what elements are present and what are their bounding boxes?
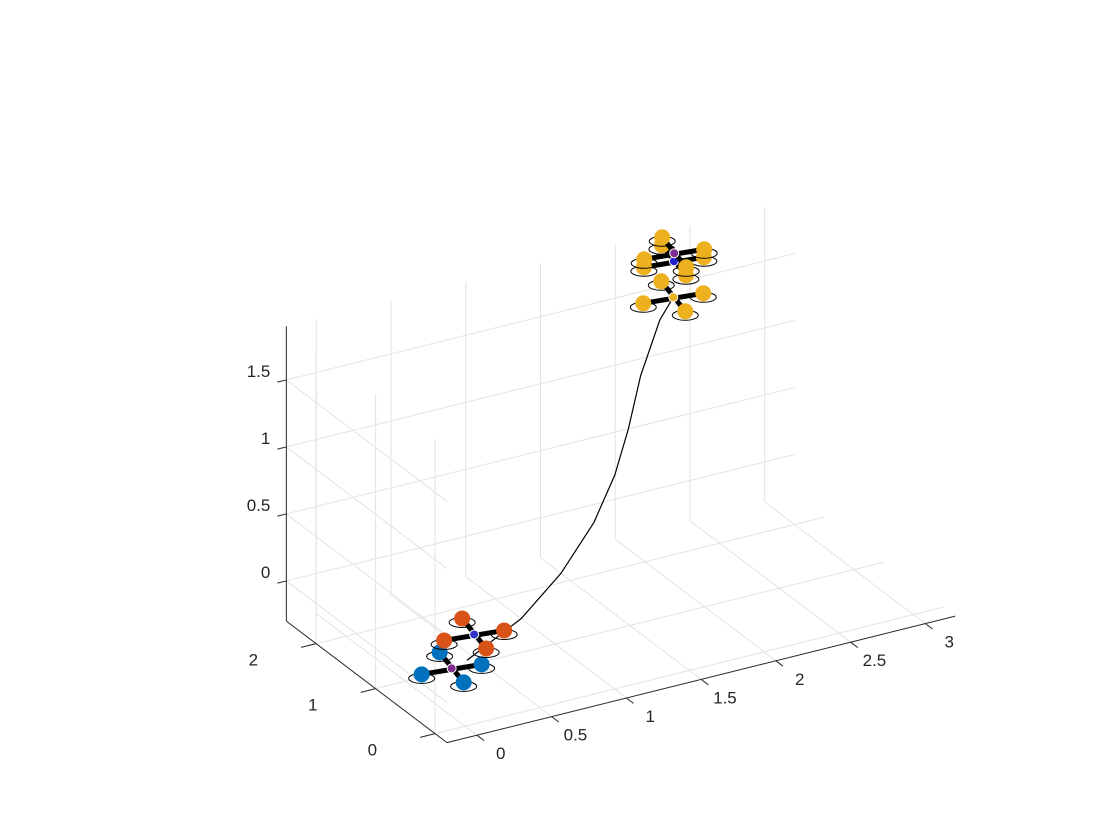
x-tick-mark xyxy=(925,623,933,630)
back-wall-grid-line-z xyxy=(286,386,795,515)
z-tick-label: 1.5 xyxy=(247,362,271,381)
quadrotor-hub xyxy=(469,629,480,640)
x-tick-label: 1.5 xyxy=(713,688,737,707)
z-tick-mark xyxy=(277,446,287,450)
y-axis-line xyxy=(286,620,448,744)
side-wall-grid-line-z xyxy=(286,580,448,703)
floor-grid-line-x xyxy=(390,594,552,717)
side-wall-grid-line-z xyxy=(286,446,448,569)
back-wall-grid-line-z xyxy=(286,252,795,381)
rotor xyxy=(496,622,513,639)
rotor xyxy=(454,610,471,627)
x-tick-label: 3 xyxy=(944,633,953,652)
z-tick-label: 0.5 xyxy=(247,496,271,515)
floor-grid-line-x xyxy=(764,501,926,624)
back-wall-grid-line-z xyxy=(286,319,795,448)
z-tick-mark xyxy=(277,379,287,383)
quadrotor-marker xyxy=(408,644,496,692)
rotor xyxy=(413,666,430,683)
grid-lines xyxy=(286,207,944,736)
floor-grid-line-x xyxy=(315,613,478,736)
rotor xyxy=(636,251,653,268)
side-wall-grid-line-z xyxy=(286,513,448,636)
rotor xyxy=(473,656,490,673)
floor-grid-line-y xyxy=(315,516,825,645)
rotor xyxy=(654,229,671,246)
rotor xyxy=(455,674,472,691)
x-tick-mark xyxy=(551,716,560,723)
quadrotor-hub xyxy=(668,292,679,303)
quadrotor-marker xyxy=(629,273,717,321)
y-tick-label: 2 xyxy=(249,650,258,669)
axes xyxy=(277,326,956,744)
x-tick-mark xyxy=(476,734,485,741)
y-tick-mark xyxy=(360,688,376,693)
floor-grid-line-x xyxy=(614,538,777,662)
rotor xyxy=(677,303,694,320)
rotor xyxy=(696,241,713,258)
floor-grid-line-y xyxy=(434,606,944,735)
x-tick-mark xyxy=(775,660,784,667)
z-tick-mark xyxy=(277,580,287,584)
z-tick-mark xyxy=(277,513,287,517)
x-tick-label: 0.5 xyxy=(564,726,588,745)
trajectory-series xyxy=(466,296,674,661)
back-wall-grid-line-z xyxy=(286,453,795,582)
rotor xyxy=(635,295,652,312)
x-tick-mark xyxy=(850,641,859,648)
z-tick-label: 0 xyxy=(261,563,270,582)
side-wall-grid-line-z xyxy=(286,379,448,502)
floor-grid-line-x xyxy=(689,520,851,643)
y-tick-mark xyxy=(420,733,436,738)
x-tick-label: 2 xyxy=(795,670,804,689)
rotor xyxy=(678,259,695,276)
floor-grid-line-x xyxy=(540,557,702,680)
x-tick-mark xyxy=(700,679,709,686)
tick-labels: 0 0.5 1 1.5 2 2.5 3 0 1 2 0 0.5 1 1.5 xyxy=(247,362,954,763)
rotor xyxy=(653,273,670,290)
quadrotor-marker xyxy=(630,229,718,277)
rotor xyxy=(478,640,495,657)
x-tick-mark xyxy=(626,697,634,704)
quadrotor-markers xyxy=(408,229,718,692)
y-tick-label: 1 xyxy=(308,695,317,714)
rotor xyxy=(436,632,453,649)
rotor xyxy=(695,285,712,302)
x-tick-label: 0 xyxy=(496,744,505,763)
y-tick-label: 0 xyxy=(368,740,377,759)
floor-grid-line-x xyxy=(465,576,627,699)
x-tick-label: 1 xyxy=(645,707,654,726)
quadrotor-hub xyxy=(669,248,680,259)
x-tick-label: 2.5 xyxy=(863,651,887,670)
trajectory-line xyxy=(466,296,674,661)
z-tick-label: 1 xyxy=(261,429,270,448)
y-tick-mark xyxy=(301,643,317,648)
quadrotor-marker xyxy=(430,610,518,658)
quadrotor-hub xyxy=(446,663,457,674)
